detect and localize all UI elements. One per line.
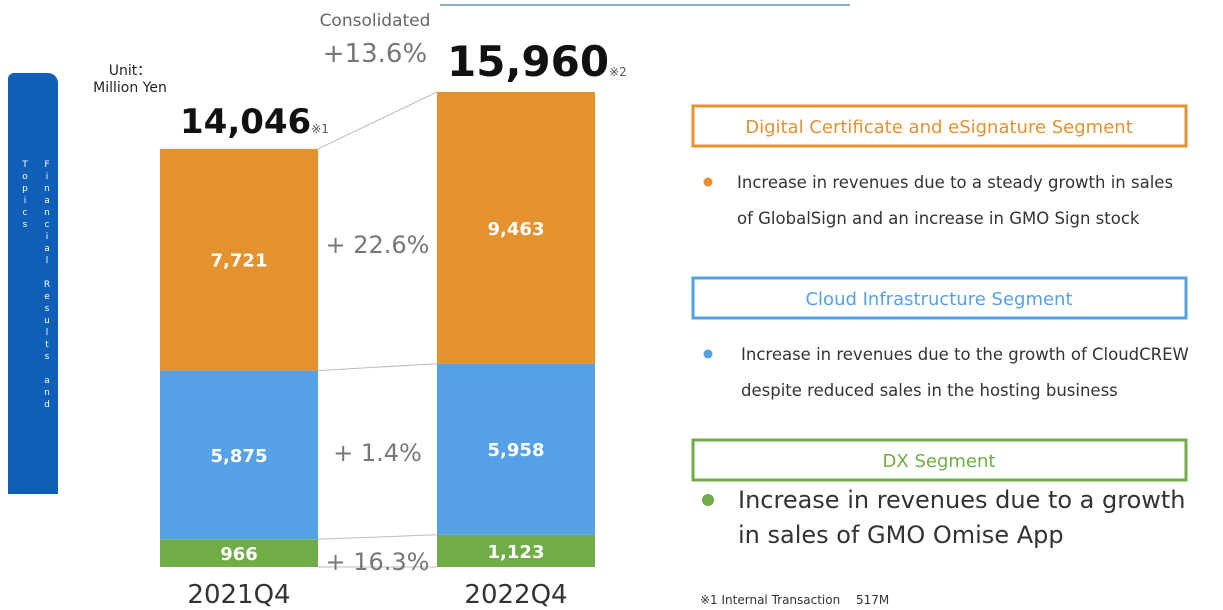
description-line: despite reduced sales in the hosting bus… — [741, 381, 1118, 400]
description-line: Increase in revenues due to a steady gro… — [737, 173, 1173, 192]
connector — [317, 91, 438, 150]
description-line: Increase in revenues due to a growth — [738, 486, 1186, 514]
x-tick-label: 2021Q4 — [187, 580, 290, 610]
bar-segment — [437, 534, 595, 567]
unit-line: Unit： — [109, 63, 152, 79]
footnote: ※1 Internal Transaction 517M — [700, 593, 889, 607]
description-line: Increase in revenues due to the growth o… — [741, 345, 1189, 364]
x-tick-label: 2022Q4 — [464, 580, 567, 610]
bar-segment — [160, 539, 318, 567]
total-label: 15,960※2 — [447, 37, 627, 86]
connector — [317, 363, 438, 372]
total-note: ※2 — [609, 65, 627, 79]
bullet — [703, 177, 713, 187]
value-label: 9,463 — [488, 219, 545, 240]
total-label: 14,046※1 — [180, 102, 329, 142]
legend-label: Cloud Infrastructure Segment — [805, 289, 1072, 310]
description-line: of GlobalSign and an increase in GMO Sig… — [737, 209, 1140, 228]
bar-segment — [160, 370, 318, 540]
legend-box — [691, 104, 1188, 148]
legend-label: DX Segment — [883, 451, 996, 472]
total-value: 15,960 — [447, 37, 609, 86]
value-label: 966 — [220, 544, 258, 565]
value-label: 5,875 — [211, 446, 268, 467]
bullet — [703, 349, 713, 359]
value-label: 1,123 — [488, 542, 545, 563]
bar-segment — [160, 148, 318, 371]
side-tab — [8, 73, 58, 494]
consolidated-label: Consolidated — [320, 11, 431, 31]
legend-label: Digital Certificate and eSignature Segme… — [745, 117, 1133, 138]
description-line: in sales of GMO Omise App — [738, 521, 1064, 549]
bar-segment — [437, 363, 595, 535]
connector — [317, 534, 438, 540]
bar-segment — [437, 92, 595, 364]
total-note: ※1 — [311, 122, 329, 136]
bullet — [702, 494, 714, 506]
unit-line: Million Yen — [93, 80, 167, 96]
growth-label: + 16.3% — [326, 548, 430, 576]
side-tab-label: Financial Results and Topics — [20, 160, 52, 412]
legend-box — [691, 438, 1188, 482]
growth-label: + 1.4% — [333, 439, 422, 467]
value-label: 7,721 — [211, 251, 268, 272]
total-value: 14,046 — [180, 102, 311, 142]
unit-label: Unit： Million Yen — [93, 63, 167, 96]
growth-label: + 22.6% — [326, 231, 430, 259]
legend-box — [691, 276, 1188, 320]
value-label: 5,958 — [488, 440, 545, 461]
consolidated-growth: +13.6% — [323, 39, 427, 69]
